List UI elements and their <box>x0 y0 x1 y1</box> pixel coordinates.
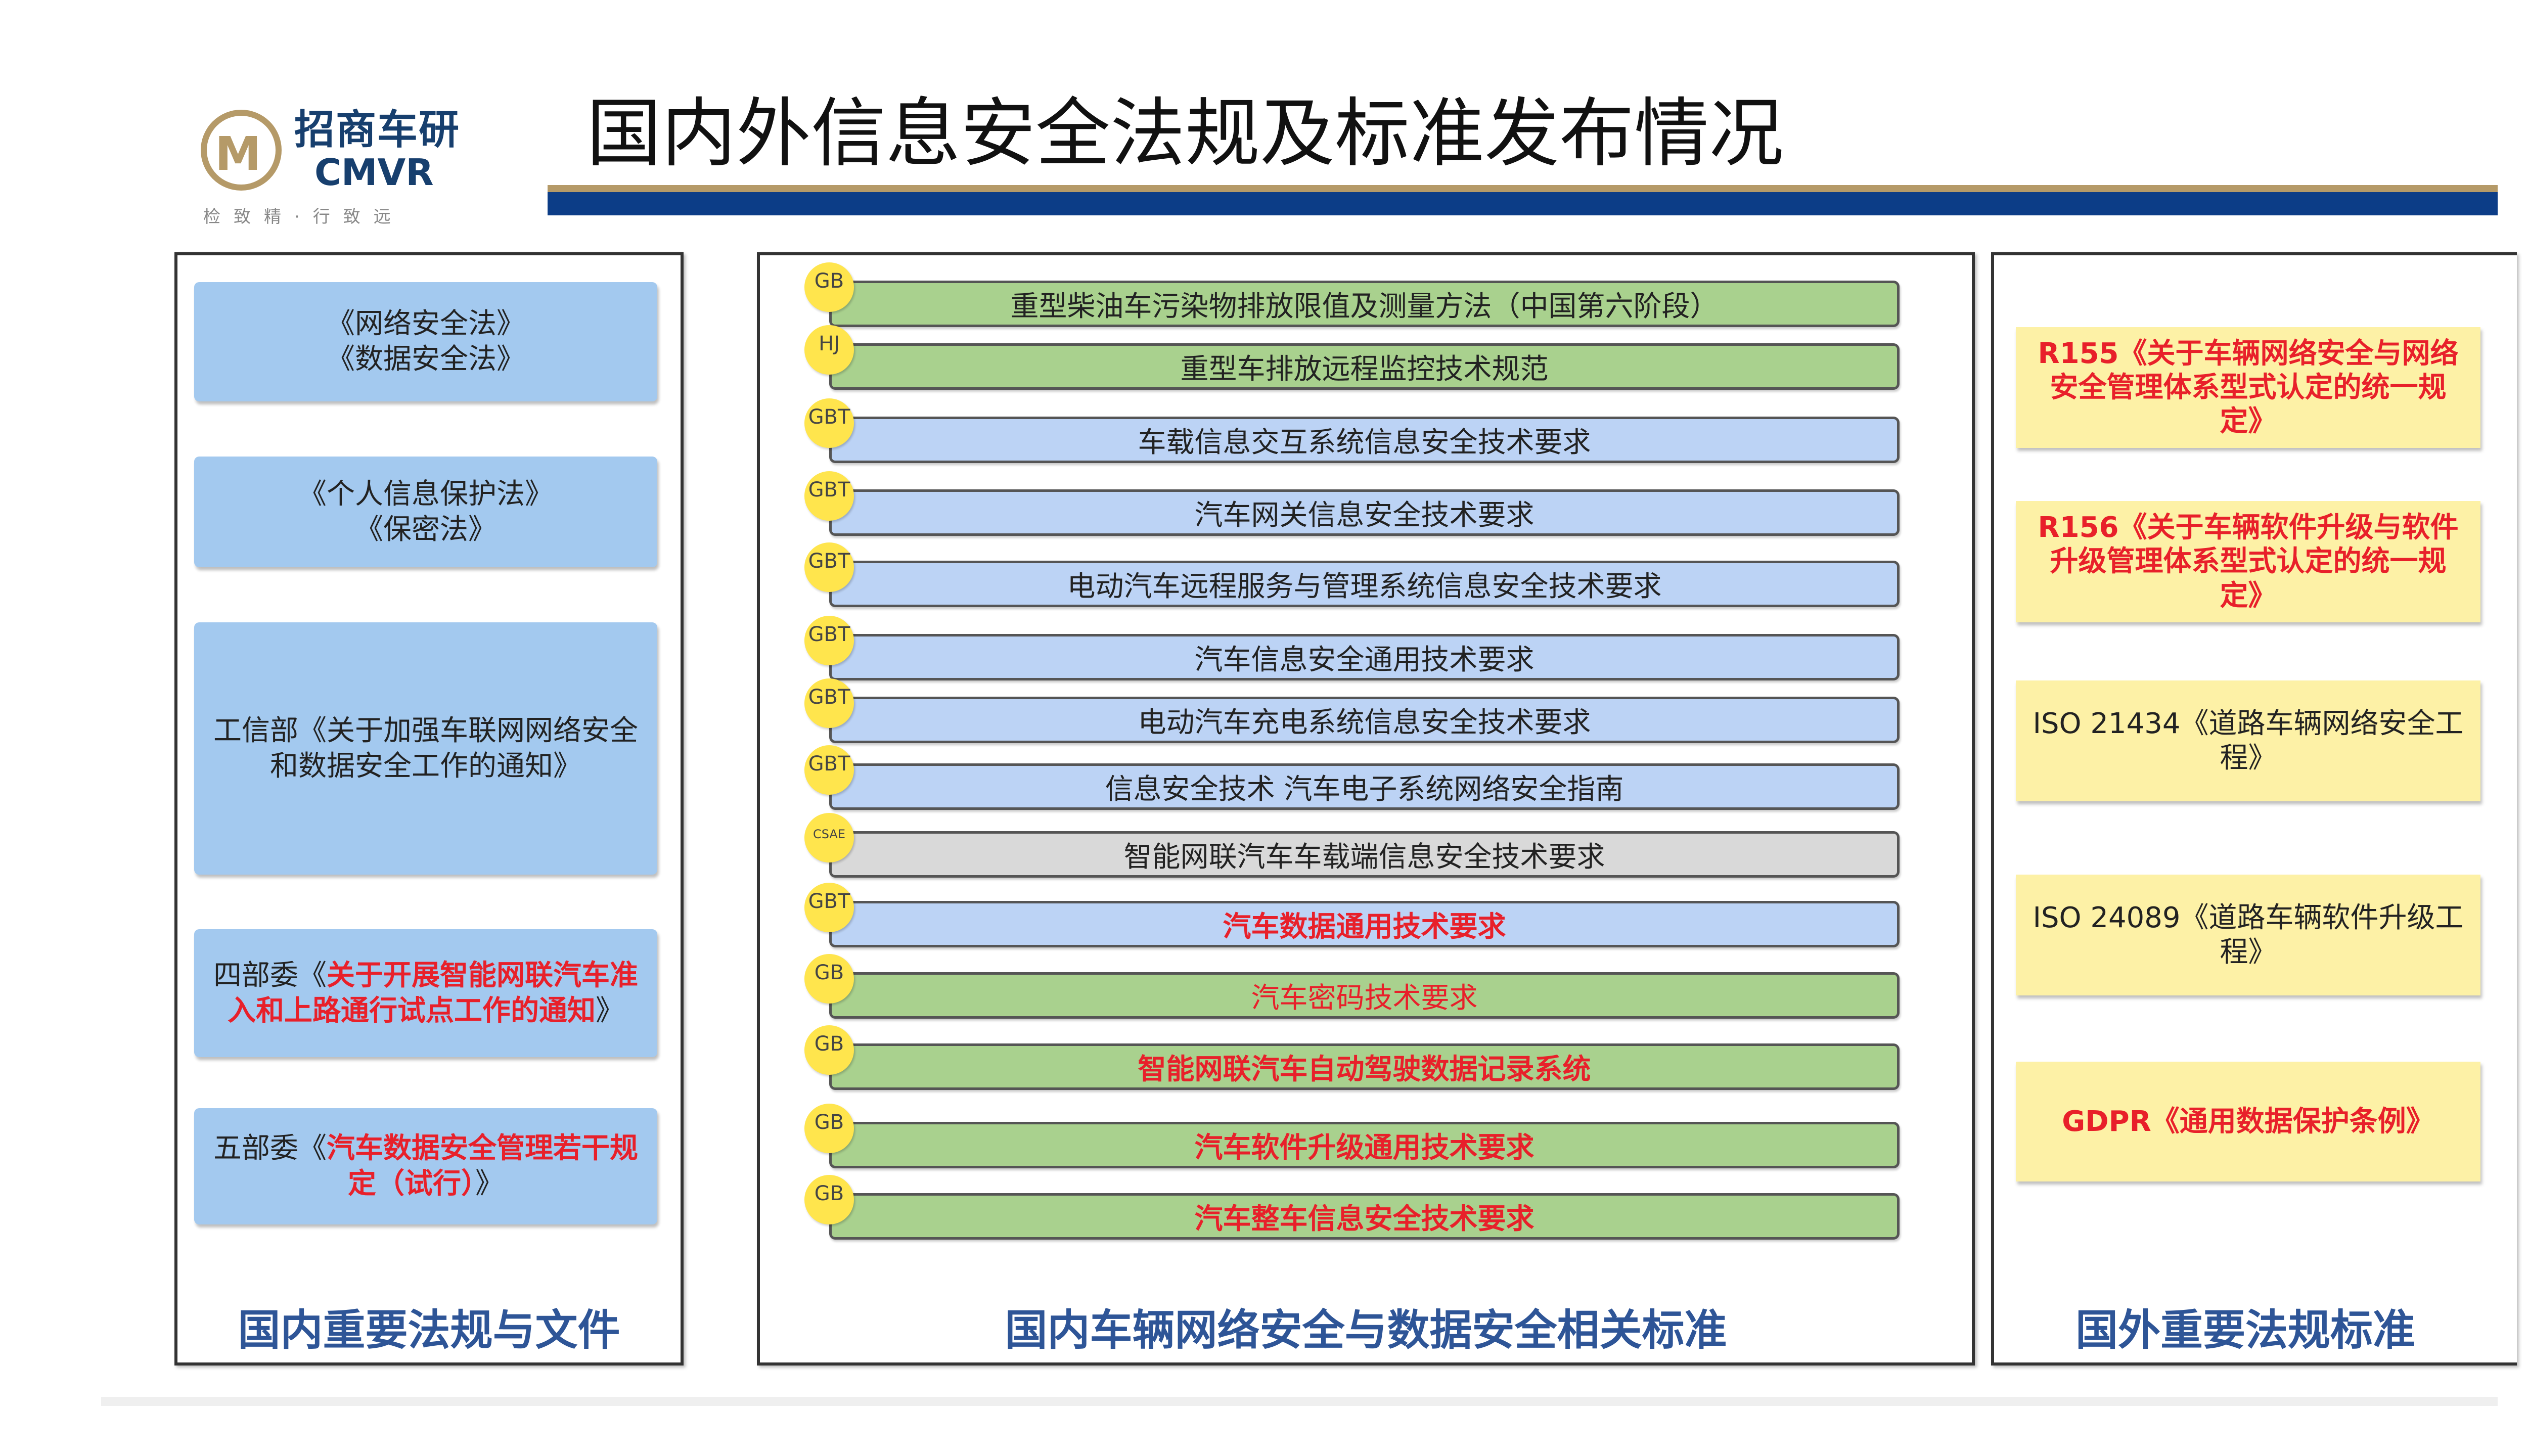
logo-slogan: 检致精·行致远 <box>203 207 404 227</box>
logo-cn-text: 招商车研 <box>294 106 460 153</box>
standard-type-badge: GBT <box>804 471 854 521</box>
standard-type-badge: GBT <box>804 883 854 932</box>
standard-title: 智能网联汽车车载端信息安全技术要求 <box>1123 840 1605 874</box>
title-divider-gold <box>548 185 2498 192</box>
left-item-highlight: 汽车数据安全管理若干规定（试行） <box>327 1132 638 1200</box>
cmvr-logo: M 招商车研 CMVR 检致精·行致远 <box>196 100 489 236</box>
standard-type-badge: GB <box>804 1175 854 1224</box>
foreign-standard-text: R156《关于车辆软件升级与软件升级管理体系型式认定的统一规定》 <box>2038 511 2459 612</box>
standard-type-badge: CSAE <box>804 813 854 862</box>
foreign-regulations-panel: 国外重要法规标准 R155《关于车辆网络安全与网络安全管理体系型式认定的统一规定… <box>1991 252 2517 1366</box>
left-item-suffix: 》 <box>475 1167 504 1200</box>
right-panel-title: 国外重要法规标准 <box>2075 1305 2415 1355</box>
standard-row: 智能网联汽车自动驾驶数据记录系统 <box>829 1043 1900 1090</box>
domestic-standards-panel: 国内车辆网络安全与数据安全相关标准 重型柴油车污染物排放限值及测量方法（中国第六… <box>757 252 1975 1366</box>
standard-type-badge: GBT <box>804 542 854 592</box>
left-item-line: 《个人信息保护法》 <box>298 477 553 511</box>
logo-m-icon: M <box>215 127 261 181</box>
standard-row: 汽车数据通用技术要求 <box>829 901 1900 947</box>
standard-row: 汽车整车信息安全技术要求 <box>829 1193 1900 1240</box>
left-item: 四部委《关于开展智能网联汽车准入和上路通行试点工作的通知》 <box>194 929 657 1057</box>
standard-row: 汽车信息安全通用技术要求 <box>829 634 1900 680</box>
left-item-highlight: 关于开展智能网联汽车准入和上路通行试点工作的通知 <box>228 959 638 1027</box>
foreign-standard-text: ISO 21434《道路车辆网络安全工程》 <box>2033 707 2464 775</box>
foreign-standard-item: ISO 24089《道路车辆软件升级工程》 <box>2016 875 2480 995</box>
left-item-suffix: 》 <box>596 994 624 1027</box>
standard-title: 汽车密码技术要求 <box>1251 981 1478 1015</box>
left-item-text: 工信部《关于加强车联网网络安全和数据安全工作的通知》 <box>213 714 638 783</box>
standard-title: 信息安全技术 汽车电子系统网络安全指南 <box>1105 772 1624 806</box>
standard-title: 汽车网关信息安全技术要求 <box>1194 498 1534 532</box>
standard-type-badge: GB <box>804 954 854 1004</box>
left-item: 工信部《关于加强车联网网络安全和数据安全工作的通知》 <box>194 622 657 875</box>
left-panel-title: 国内重要法规与文件 <box>238 1305 620 1355</box>
left-item-prefix: 五部委《 <box>213 1132 327 1165</box>
foreign-standard-text: ISO 24089《道路车辆软件升级工程》 <box>2033 901 2464 969</box>
left-item-line: 《数据安全法》 <box>327 343 525 376</box>
standard-row: 电动汽车远程服务与管理系统信息安全技术要求 <box>829 561 1900 607</box>
middle-panel-title: 国内车辆网络安全与数据安全相关标准 <box>1005 1305 1727 1355</box>
standard-row: 汽车软件升级通用技术要求 <box>829 1122 1900 1168</box>
standard-title: 汽车软件升级通用技术要求 <box>1194 1131 1534 1164</box>
standard-type-badge: GBT <box>804 745 854 795</box>
title-divider-blue <box>548 192 2498 215</box>
standard-type-badge: GBT <box>804 398 854 448</box>
slide-bottom-edge <box>101 1397 2498 1406</box>
standard-row: 汽车密码技术要求 <box>829 972 1900 1019</box>
foreign-standard-item: GDPR《通用数据保护条例》 <box>2016 1062 2480 1181</box>
foreign-standard-item: ISO 21434《道路车辆网络安全工程》 <box>2016 680 2480 801</box>
foreign-standard-text: R155《关于车辆网络安全与网络安全管理体系型式认定的统一规定》 <box>2038 337 2459 438</box>
standard-title: 汽车信息安全通用技术要求 <box>1194 643 1534 676</box>
left-item-prefix: 四部委《 <box>213 959 327 992</box>
foreign-standard-item: R156《关于车辆软件升级与软件升级管理体系型式认定的统一规定》 <box>2016 501 2480 622</box>
standard-title: 智能网联汽车自动驾驶数据记录系统 <box>1138 1053 1591 1086</box>
standard-row: 重型柴油车污染物排放限值及测量方法（中国第六阶段） <box>829 281 1900 327</box>
standard-row: 智能网联汽车车载端信息安全技术要求 <box>829 831 1900 878</box>
left-item-line: 《网络安全法》 <box>327 307 525 340</box>
page-title: 国内外信息安全法规及标准发布情况 <box>586 90 1784 177</box>
left-item: 五部委《汽车数据安全管理若干规定（试行）》 <box>194 1108 657 1224</box>
domestic-regulations-panel: 《网络安全法》 《数据安全法》 《个人信息保护法》 《保密法》 工信部《关于加强车联… <box>174 252 684 1366</box>
standard-title: 电动汽车充电系统信息安全技术要求 <box>1138 706 1591 739</box>
standard-type-badge: GBT <box>804 616 854 665</box>
standard-title: 重型柴油车污染物排放限值及测量方法（中国第六阶段） <box>1010 290 1719 323</box>
standard-title: 汽车数据通用技术要求 <box>1223 910 1506 943</box>
standard-row: 车载信息交互系统信息安全技术要求 <box>829 417 1900 463</box>
standard-title: 重型车排放远程监控技术规范 <box>1180 352 1549 386</box>
standard-row: 汽车网关信息安全技术要求 <box>829 489 1900 536</box>
standard-row: 信息安全技术 汽车电子系统网络安全指南 <box>829 763 1900 810</box>
left-item: 《网络安全法》 《数据安全法》 <box>194 282 657 401</box>
standard-type-badge: GB <box>804 1025 854 1075</box>
left-item-line: 《保密法》 <box>355 513 496 546</box>
left-item: 《个人信息保护法》 《保密法》 <box>194 457 657 567</box>
foreign-standard-text: GDPR《通用数据保护条例》 <box>2062 1105 2434 1138</box>
standard-row: 重型车排放远程监控技术规范 <box>829 343 1900 390</box>
standard-title: 车载信息交互系统信息安全技术要求 <box>1138 426 1591 459</box>
standard-type-badge: HJ <box>804 325 854 375</box>
standard-title: 电动汽车远程服务与管理系统信息安全技术要求 <box>1067 570 1662 603</box>
standard-row: 电动汽车充电系统信息安全技术要求 <box>829 697 1900 743</box>
standard-type-badge: GB <box>804 1104 854 1153</box>
standard-type-badge: GB <box>804 262 854 312</box>
standard-type-badge: GBT <box>804 678 854 728</box>
logo-en-text: CMVR <box>314 151 434 194</box>
standard-title: 汽车整车信息安全技术要求 <box>1194 1202 1534 1236</box>
foreign-standard-item: R155《关于车辆网络安全与网络安全管理体系型式认定的统一规定》 <box>2016 327 2480 448</box>
